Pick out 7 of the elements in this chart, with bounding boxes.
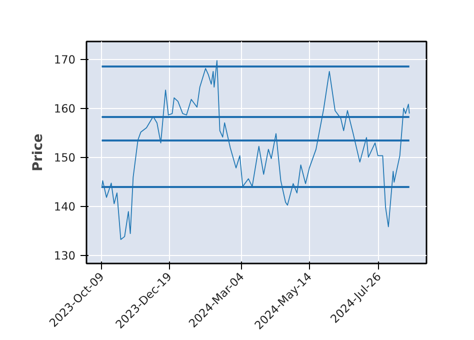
y-tick-label: 170 <box>54 52 76 67</box>
y-axis-title: Price <box>30 134 46 172</box>
y-tick-label: 160 <box>54 102 76 116</box>
y-tick-label: 130 <box>54 248 76 263</box>
y-tick-label: 150 <box>54 150 76 165</box>
y-tick-label: 140 <box>54 200 76 214</box>
line-series <box>101 60 410 240</box>
